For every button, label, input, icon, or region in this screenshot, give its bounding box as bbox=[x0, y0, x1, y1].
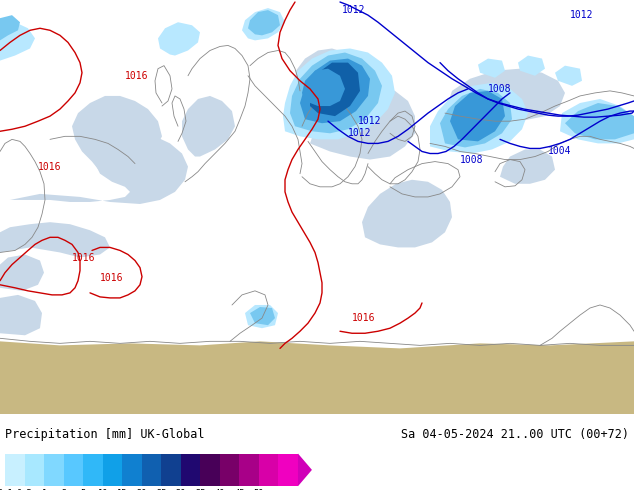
Polygon shape bbox=[283, 49, 395, 139]
Text: 50: 50 bbox=[254, 489, 264, 490]
Text: 0.5: 0.5 bbox=[16, 489, 32, 490]
Bar bbox=[259, 454, 278, 486]
Text: 40: 40 bbox=[215, 489, 225, 490]
Polygon shape bbox=[0, 254, 44, 291]
Polygon shape bbox=[182, 96, 235, 156]
Text: 1016: 1016 bbox=[72, 252, 96, 263]
Polygon shape bbox=[450, 91, 505, 142]
Bar bbox=[5, 454, 25, 486]
Polygon shape bbox=[158, 22, 200, 55]
Polygon shape bbox=[302, 69, 345, 106]
Bar bbox=[142, 454, 161, 486]
Text: Sa 04-05-2024 21..00 UTC (00+72): Sa 04-05-2024 21..00 UTC (00+72) bbox=[401, 428, 629, 441]
Polygon shape bbox=[310, 86, 415, 160]
Bar bbox=[200, 454, 220, 486]
Text: 1016: 1016 bbox=[38, 162, 61, 172]
Polygon shape bbox=[565, 103, 634, 139]
Polygon shape bbox=[440, 89, 512, 147]
Text: 1008: 1008 bbox=[460, 154, 484, 165]
Text: 1012: 1012 bbox=[570, 10, 593, 20]
Text: 2: 2 bbox=[61, 489, 67, 490]
Polygon shape bbox=[72, 96, 162, 172]
Text: 1016: 1016 bbox=[352, 313, 375, 323]
Polygon shape bbox=[0, 22, 35, 61]
Text: 1004: 1004 bbox=[548, 147, 571, 156]
Text: Precipitation [mm] UK-Global: Precipitation [mm] UK-Global bbox=[5, 428, 205, 441]
Polygon shape bbox=[518, 55, 545, 76]
Text: 1012: 1012 bbox=[348, 128, 372, 138]
Polygon shape bbox=[0, 222, 110, 258]
Text: 15: 15 bbox=[117, 489, 127, 490]
Bar bbox=[44, 454, 63, 486]
Text: 5: 5 bbox=[81, 489, 86, 490]
Polygon shape bbox=[245, 305, 278, 328]
Bar bbox=[278, 454, 298, 486]
Polygon shape bbox=[295, 49, 360, 103]
Bar bbox=[25, 454, 44, 486]
Polygon shape bbox=[0, 342, 634, 414]
Polygon shape bbox=[300, 59, 370, 123]
Polygon shape bbox=[0, 133, 188, 204]
Polygon shape bbox=[242, 8, 285, 40]
Polygon shape bbox=[560, 99, 634, 144]
Text: 1016: 1016 bbox=[100, 273, 124, 283]
Text: 35: 35 bbox=[195, 489, 205, 490]
Polygon shape bbox=[250, 307, 275, 325]
Polygon shape bbox=[500, 149, 555, 184]
Bar bbox=[181, 454, 200, 486]
Polygon shape bbox=[298, 454, 312, 486]
Polygon shape bbox=[430, 83, 528, 153]
Bar bbox=[240, 454, 259, 486]
Text: 1008: 1008 bbox=[488, 84, 512, 94]
Text: 0.1: 0.1 bbox=[0, 489, 13, 490]
Bar bbox=[103, 454, 122, 486]
Text: 1016: 1016 bbox=[125, 71, 148, 81]
Text: 1: 1 bbox=[41, 489, 47, 490]
Bar bbox=[122, 454, 142, 486]
Polygon shape bbox=[310, 63, 360, 116]
Text: 1012: 1012 bbox=[342, 5, 365, 15]
Text: 1012: 1012 bbox=[358, 116, 382, 126]
Polygon shape bbox=[478, 59, 505, 78]
Polygon shape bbox=[248, 10, 280, 35]
Bar bbox=[220, 454, 240, 486]
Polygon shape bbox=[290, 52, 382, 133]
Polygon shape bbox=[448, 69, 565, 123]
Text: 25: 25 bbox=[156, 489, 167, 490]
Bar bbox=[63, 454, 83, 486]
Text: 20: 20 bbox=[136, 489, 147, 490]
Text: 30: 30 bbox=[176, 489, 186, 490]
Text: 10: 10 bbox=[98, 489, 108, 490]
Polygon shape bbox=[555, 66, 582, 86]
Polygon shape bbox=[362, 180, 452, 247]
Bar bbox=[161, 454, 181, 486]
Text: 45: 45 bbox=[234, 489, 245, 490]
Polygon shape bbox=[0, 295, 42, 335]
Polygon shape bbox=[0, 15, 20, 40]
Bar bbox=[83, 454, 103, 486]
